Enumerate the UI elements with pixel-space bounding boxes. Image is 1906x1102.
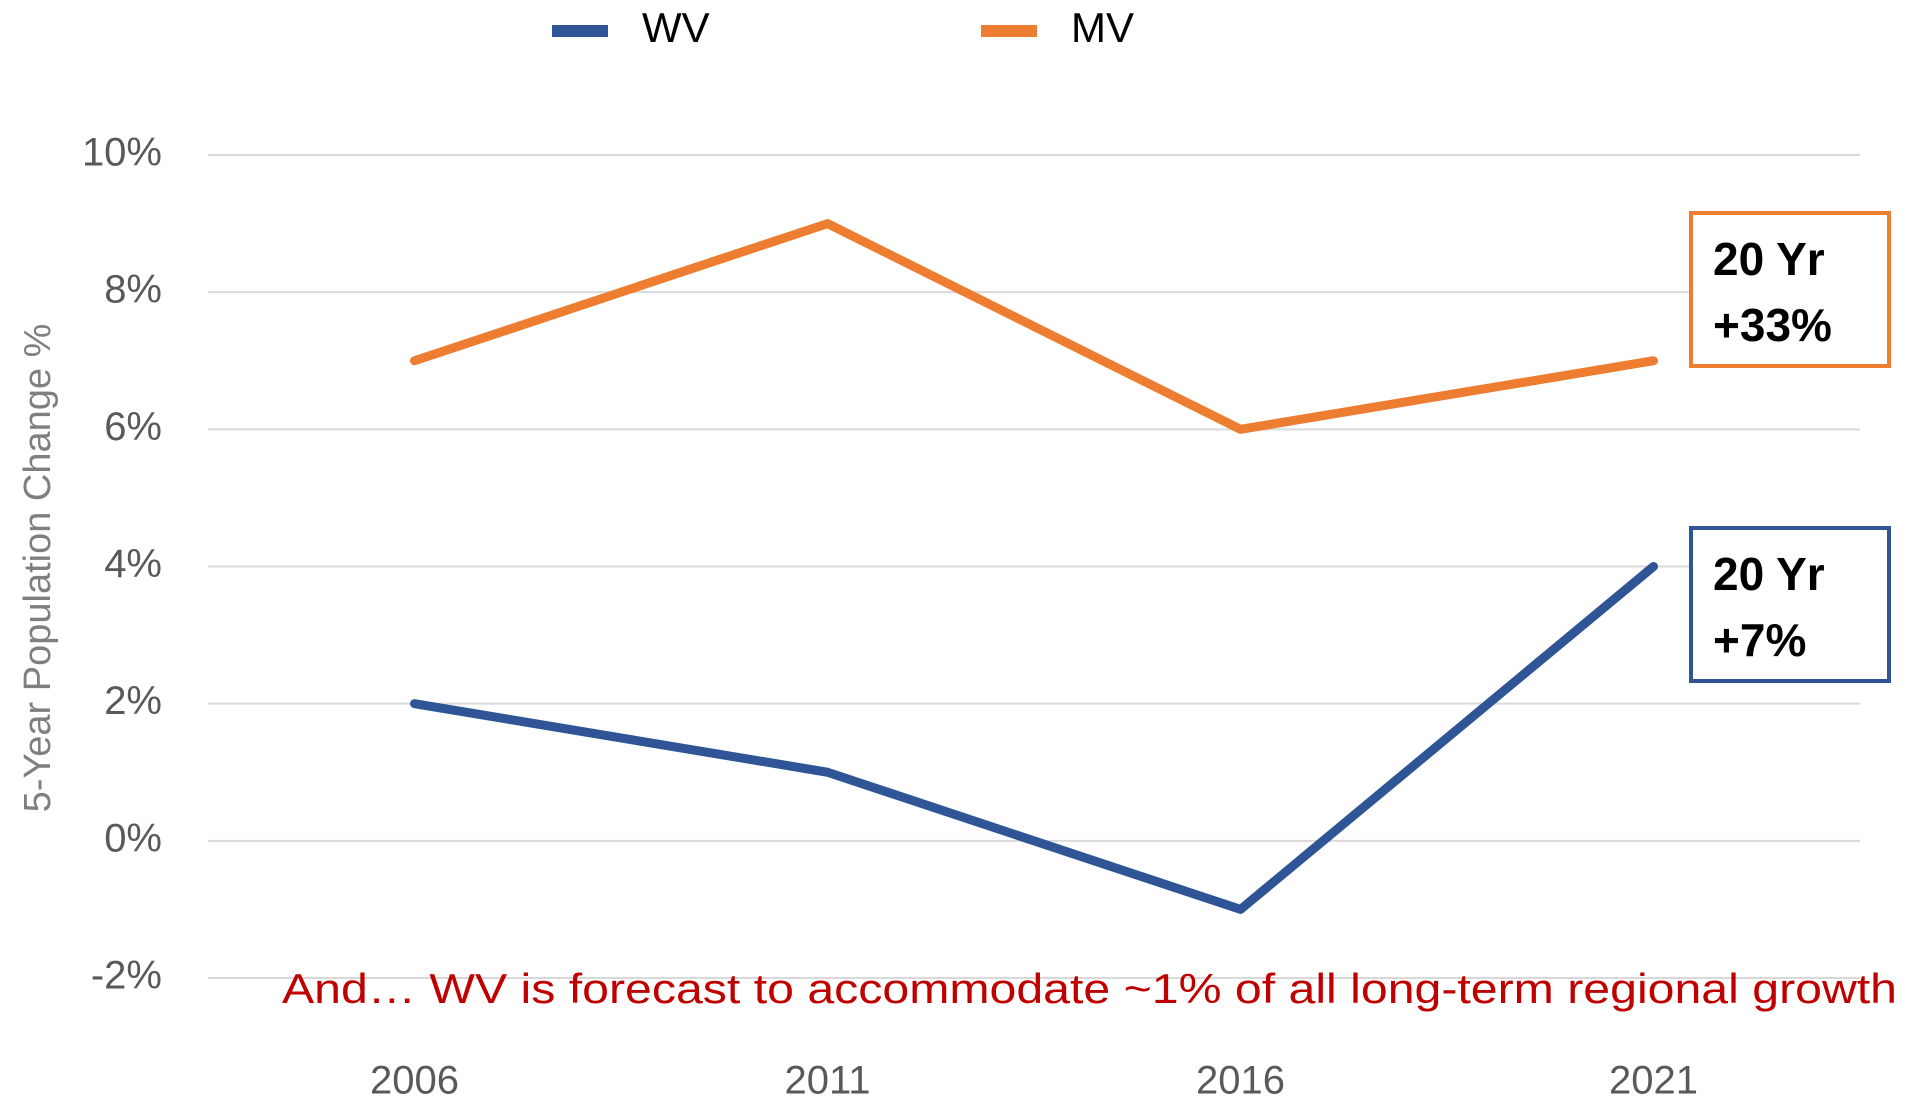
y-tick-label: 10% — [82, 131, 162, 175]
note: And… WV is forecast to accommodate ~1% o… — [282, 965, 1897, 1012]
y-tick-label: 8% — [104, 268, 162, 312]
x-tick-label: 2006 — [370, 1059, 459, 1102]
legend-swatch — [552, 25, 608, 37]
y-tick-label: 0% — [104, 816, 162, 860]
y-tick-label: 2% — [104, 679, 162, 723]
annotation-text: 20 Yr — [1713, 233, 1825, 285]
y-tick-label: 6% — [104, 405, 162, 449]
annotation-box — [1689, 211, 1891, 368]
legend-swatch — [981, 25, 1037, 37]
y-tick-label: 4% — [104, 542, 162, 586]
legend-label: WV — [642, 4, 710, 51]
line — [410, 219, 1658, 434]
x-tick-label: 2021 — [1609, 1059, 1698, 1102]
annotation-text: +33% — [1713, 299, 1832, 351]
annotation-text: +7% — [1713, 614, 1806, 666]
annotation-text: 20 Yr — [1713, 548, 1825, 600]
x-tick-label: 2011 — [784, 1059, 870, 1102]
x-tick-label: 2016 — [1196, 1059, 1285, 1102]
y-tick-label: -2% — [91, 954, 162, 998]
legend-label: MV — [1071, 4, 1134, 51]
line — [410, 562, 1658, 914]
annotation-box — [1689, 526, 1891, 683]
y-axis-label: 5-Year Population Change % — [17, 324, 59, 813]
